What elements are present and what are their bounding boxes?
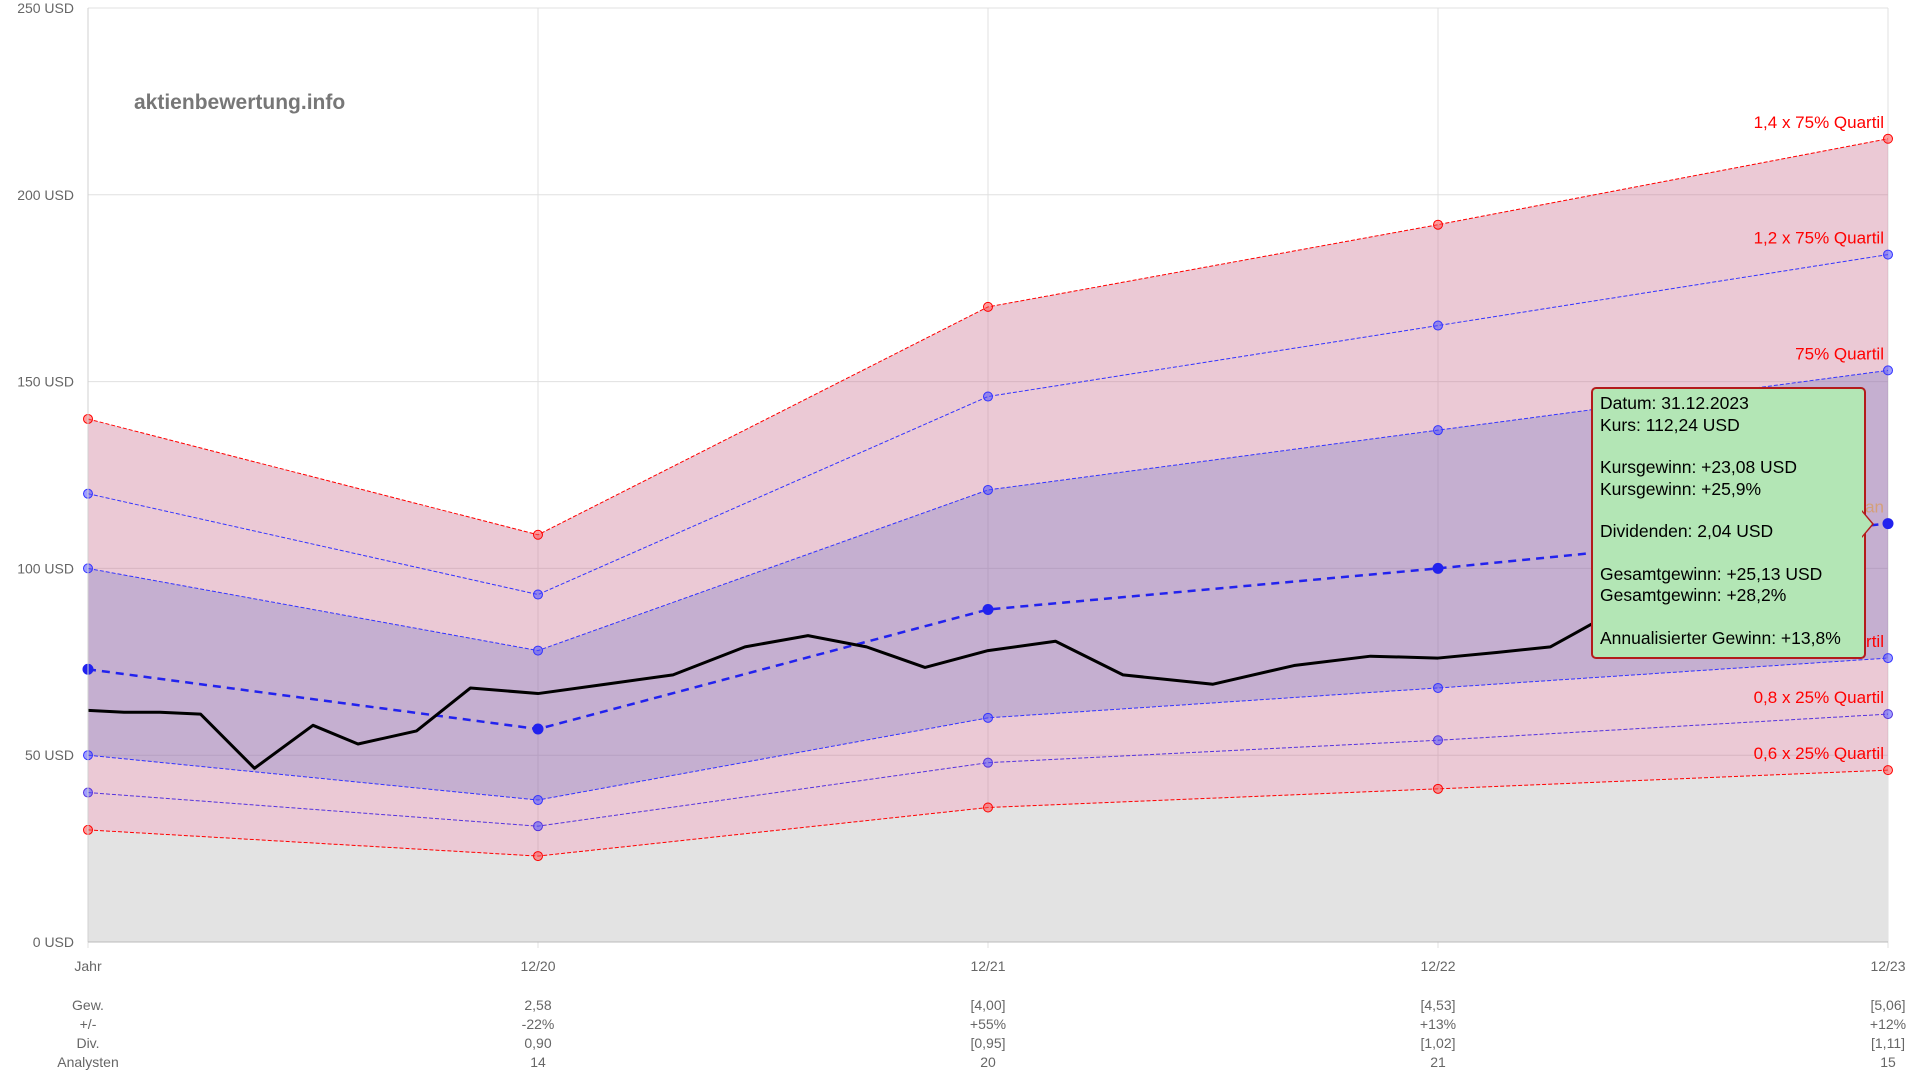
footer-cell: 14 (530, 1054, 546, 1070)
footer-cell: [5,06] (1870, 997, 1905, 1013)
y-tick-label: 200 USD (17, 187, 74, 203)
footer-cell: +13% (1420, 1016, 1456, 1032)
band-point-3-2 (982, 603, 994, 615)
band-points (82, 133, 1894, 862)
tooltip-kurs: Kurs: 112,24 USD (1600, 414, 1740, 435)
area-lower-band (88, 658, 1888, 857)
band-point-0-4 (1883, 133, 1893, 144)
band-point-5-4 (1883, 709, 1893, 720)
y-tick-label: 50 USD (25, 747, 74, 763)
band-point-3-1 (532, 723, 544, 735)
y-tick-label: 150 USD (17, 374, 74, 390)
y-tick-label: 250 USD (17, 0, 74, 16)
footer-cell: 2,58 (524, 997, 551, 1013)
footer-cell: 21 (1430, 1054, 1446, 1070)
x-tick-label: Jahr (74, 958, 102, 974)
tooltip-kursgewinn-abs: Kursgewinn: +23,08 USD (1600, 457, 1797, 477)
footer-row-label: Div. (76, 1035, 99, 1051)
band-label-5: 0,8 x 25% Quartil (1754, 688, 1884, 707)
band-point-3-3 (1432, 562, 1444, 574)
band-point-6-4 (1883, 765, 1893, 776)
area-below-lowest (88, 770, 1888, 942)
band-line-1 (87, 254, 1889, 596)
tooltip-datum: Datum: 31.12.2023 (1600, 393, 1749, 413)
footer-cell: +55% (970, 1016, 1006, 1032)
band-point-1-3 (1433, 320, 1443, 331)
band-point-5-3 (1433, 735, 1443, 746)
band-point-2-1 (533, 645, 543, 656)
x-tick-label: 12/22 (1420, 958, 1455, 974)
band-point-1-4 (1883, 249, 1893, 260)
price-line (87, 607, 1767, 770)
band-line-5 (87, 713, 1889, 827)
footer-cell: [4,00] (970, 997, 1005, 1013)
band-point-1-2 (983, 391, 993, 402)
band-point-2-4 (1883, 365, 1893, 376)
footer-cell: [1,11] (1871, 1035, 1905, 1051)
y-tick-label: 0 USD (33, 934, 74, 950)
footer-cell: [1,02] (1420, 1035, 1455, 1051)
axes: 0 USD 50 USD 100 USD 150 USD 200 USD 250 USD J… (17, 0, 1906, 974)
band-point-4-3 (1433, 682, 1443, 693)
tooltip-dividenden: Dividenden: 2,04 USD (1600, 521, 1774, 541)
footer-cell: [4,53] (1420, 997, 1455, 1013)
band-point-6-2 (983, 802, 993, 813)
band-point-6-3 (1433, 783, 1443, 794)
footer-cell: +12% (1870, 1016, 1906, 1032)
band-point-0-2 (983, 301, 993, 312)
band-point-3-4 (1882, 518, 1894, 530)
band-label-0: 1,4 x 75% Quartil (1754, 113, 1884, 132)
tooltip-gesamtgewinn-abs: Gesamtgewinn: +25,13 USD (1600, 563, 1823, 584)
footer-table: Gew. +/- Div. Analysten 2,58 -22% 0,90 14 [4,00]… (57, 997, 1906, 1070)
price-series-line (87, 607, 1767, 770)
watermark: aktienbewertung.info (134, 91, 345, 114)
tooltip-kursgewinn-pct: Kursgewinn: +25,9% (1600, 478, 1762, 499)
band-point-6-1 (533, 851, 543, 862)
footer-cell: 0,90 (524, 1035, 551, 1051)
band-point-4-1 (533, 795, 543, 806)
band-point-2-2 (983, 484, 993, 495)
footer-cell: 15 (1880, 1054, 1896, 1070)
footer-row-label: +/- (80, 1016, 97, 1032)
band-point-4-4 (1883, 653, 1893, 664)
band-point-0-1 (533, 529, 543, 540)
band-point-5-2 (983, 757, 993, 768)
band-point-0-3 (1433, 219, 1443, 230)
footer-row-label: Analysten (57, 1054, 118, 1070)
band-point-1-1 (533, 589, 543, 600)
x-tick-label: 12/23 (1870, 958, 1905, 974)
tooltip-arrow-fill (1862, 512, 1872, 536)
x-tick-label: 12/20 (520, 958, 555, 974)
band-point-2-3 (1433, 425, 1443, 436)
band-point-5-1 (533, 821, 543, 832)
footer-cell: 20 (980, 1054, 996, 1070)
tooltip-gesamtgewinn-pct: Gesamtgewinn: +28,2% (1600, 585, 1787, 605)
band-label-2: 75% Quartil (1795, 344, 1884, 363)
footer-cell: -22% (522, 1016, 555, 1032)
footer-row-label: Gew. (72, 997, 104, 1013)
band-point-4-2 (983, 712, 993, 723)
y-tick-label: 100 USD (17, 560, 74, 576)
band-label-1: 1,2 x 75% Quartil (1754, 229, 1884, 248)
tooltip: Datum: 31.12.2023 Kurs: 112,24 USD Kursg… (1591, 387, 1866, 659)
tooltip-annualisiert: Annualisierter Gewinn: +13,8% (1600, 627, 1841, 648)
x-tick-label: 12/21 (970, 958, 1005, 974)
footer-cell: [0,95] (970, 1035, 1005, 1051)
band-label-6: 0,6 x 25% Quartil (1754, 744, 1884, 763)
